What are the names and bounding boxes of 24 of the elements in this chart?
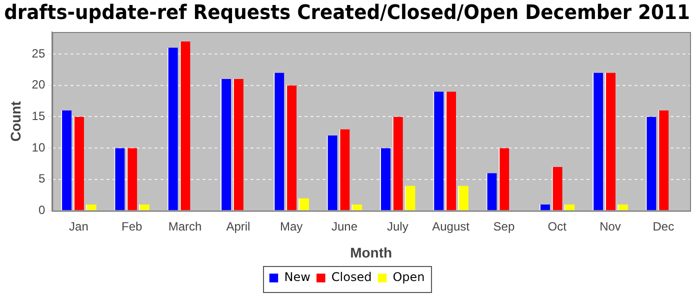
x-tick-label: April (226, 219, 250, 234)
y-tick-label: 25 (32, 46, 46, 60)
y-tick-label: 5 (38, 172, 46, 186)
legend-label: Open (392, 270, 425, 284)
x-tick-label: Feb (122, 219, 143, 234)
legend-label: Closed (331, 270, 372, 284)
x-tick-label: August (432, 219, 470, 234)
x-axis-title: Month (350, 244, 392, 260)
y-tick-label: 10 (32, 140, 46, 154)
x-tick-label: Oct (548, 219, 568, 234)
y-tick-label: 0 (38, 203, 46, 218)
chart-title: drafts-update-ref Requests Created/Closed/Open December 2011 (4, 0, 690, 24)
y-tick-label: 20 (32, 78, 46, 92)
x-tick-label: June (331, 219, 358, 234)
legend-label: New (284, 270, 311, 284)
x-tick-label: Sep (493, 219, 515, 234)
y-tick-label: 15 (32, 109, 46, 124)
x-tick-label: Jan (69, 219, 88, 234)
x-tick-label: July (386, 219, 408, 234)
x-tick-label: May (280, 219, 303, 234)
y-axis-title: Count (7, 100, 24, 142)
x-tick-label: March (168, 219, 202, 234)
x-tick-label: Dec (652, 219, 674, 234)
x-tick-label: Nov (600, 219, 621, 234)
